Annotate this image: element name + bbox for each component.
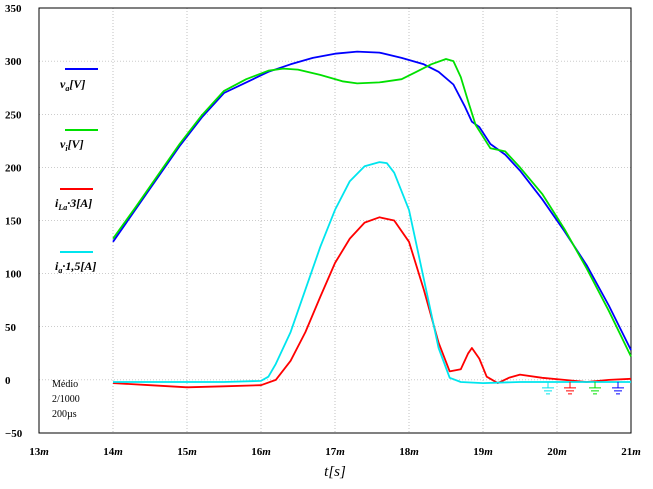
y-tick-label: 0 [5,375,11,387]
legend-label: iLa·3[A] [55,196,92,212]
legend-label: va[V] [60,77,85,93]
x-tick-label: 15m [177,446,197,458]
x-tick-label: 20m [547,446,567,458]
series-line [112,58,632,357]
y-tick-label: 250 [5,109,22,121]
series-line [113,161,631,385]
info-line: 200µs [52,409,77,420]
x-axis-label: t[s] [324,464,346,480]
x-tick-label: 21m [621,446,641,458]
y-tick-label: 50 [5,322,17,334]
legend-label: vi[V] [60,137,84,153]
ground-marker [564,381,576,395]
plot-frame [38,7,632,434]
y-tick-label: 350 [5,3,22,15]
ground-markers [542,381,624,395]
x-tick-label: 19m [473,446,493,458]
y-tick-label: 150 [5,216,22,228]
x-tick-label: 16m [251,446,271,458]
x-tick-labels: 13m 14m 15m 16m 17m 18m 19m 20m 21m [29,446,641,458]
y-tick-label: 200 [5,162,22,174]
acquisition-info: Médio 2/1000 200µs [52,379,80,420]
x-tick-label: 18m [399,446,419,458]
ground-marker [612,381,624,395]
y-tick-labels: 350 300 250 200 150 100 50 0 −50 [5,3,23,440]
y-tick-label: 300 [5,56,22,68]
legend: va[V] vi[V] iLa·3[A] ia·1,5[A] [55,68,98,275]
ground-marker [589,381,601,395]
legend-label: ia·1,5[A] [55,259,96,275]
series-line [112,216,632,389]
series-lines [112,50,632,389]
series-line [112,50,632,351]
x-tick-label: 14m [103,446,123,458]
x-tick-label: 13m [29,446,49,458]
y-tick-label: 100 [5,269,22,281]
info-line: 2/1000 [52,394,80,405]
info-line: Médio [52,379,78,390]
y-tick-label: −50 [5,428,23,440]
x-tick-label: 17m [325,446,345,458]
ground-marker [542,381,554,395]
